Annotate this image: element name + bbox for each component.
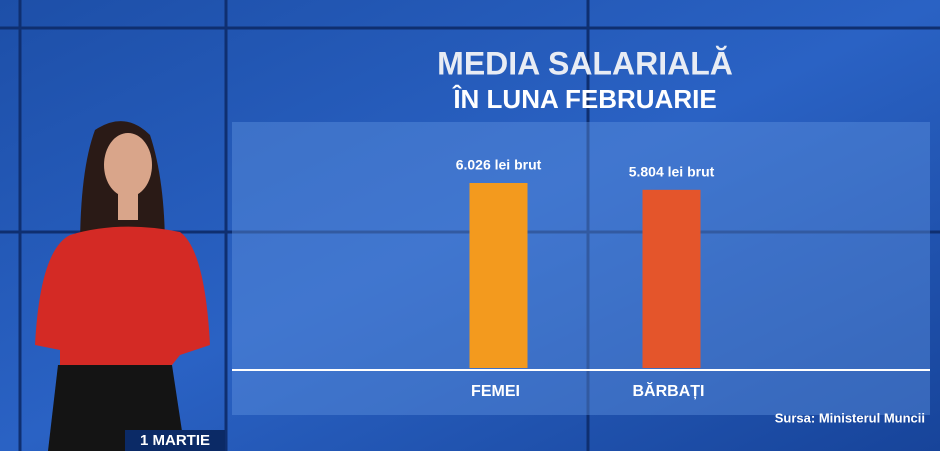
value-label: 6.026 lei brut xyxy=(456,157,542,173)
x-tick-label: BĂRBAȚI xyxy=(633,381,705,400)
x-tick-label: FEMEI xyxy=(471,383,520,400)
chart-subtitle: ÎN LUNA FEBRUARIE xyxy=(451,84,716,114)
chart-title: MEDIA SALARIALĂ xyxy=(437,45,733,81)
presenter xyxy=(35,121,210,451)
bar xyxy=(642,189,701,368)
source: Sursa: Ministerul Muncii xyxy=(775,410,925,425)
bar xyxy=(469,183,528,368)
value-label: 5.804 lei brut xyxy=(629,164,715,180)
date-caption: 1 MARTIE xyxy=(140,432,210,449)
chart-panel xyxy=(232,122,930,415)
caption-badge xyxy=(125,430,225,451)
